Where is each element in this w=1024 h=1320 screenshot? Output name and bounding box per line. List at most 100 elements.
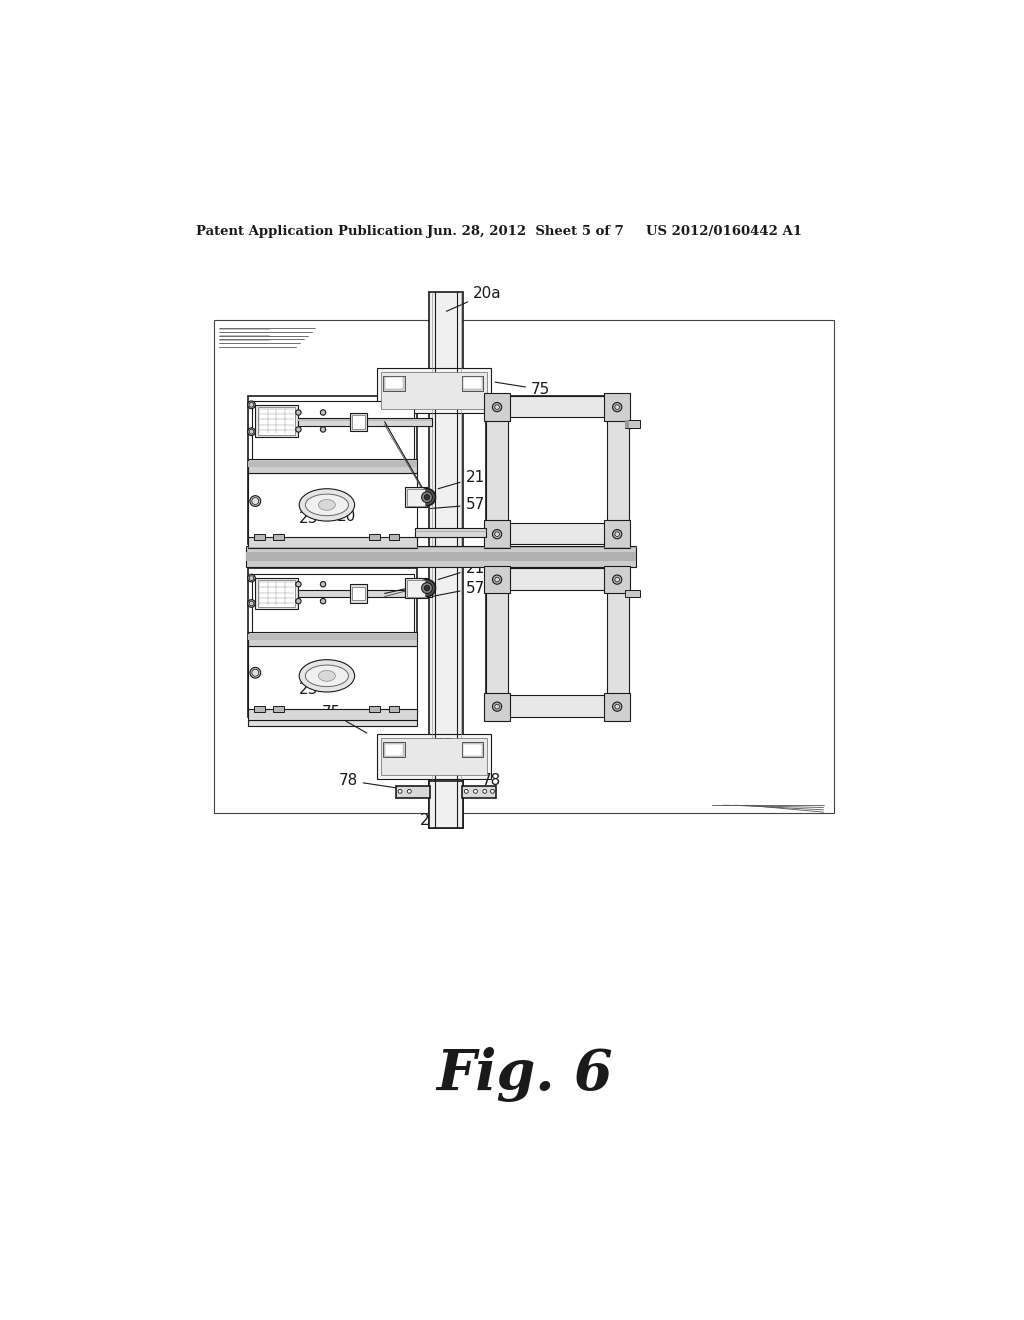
Circle shape [249,576,254,581]
Circle shape [419,579,435,597]
Bar [273,706,284,711]
Bar [607,396,629,544]
Circle shape [495,405,500,409]
Bar [429,292,463,829]
Ellipse shape [299,488,354,521]
Circle shape [252,669,259,676]
Bar [298,418,432,425]
Bar [246,545,637,568]
Circle shape [495,705,500,709]
Bar [377,368,490,412]
Bar [381,738,487,775]
Bar [381,372,487,409]
Bar [248,645,417,714]
Bar [377,734,490,779]
Text: 20: 20 [337,510,356,524]
Bar [407,488,425,506]
Circle shape [424,495,430,500]
Circle shape [614,405,620,409]
Bar [246,552,637,561]
Bar [486,568,508,717]
Text: Jun. 28, 2012  Sheet 5 of 7: Jun. 28, 2012 Sheet 5 of 7 [427,224,624,238]
Circle shape [321,598,326,603]
Text: Patent Application Publication: Patent Application Publication [196,224,423,238]
Circle shape [612,403,622,412]
Bar [484,393,510,421]
Bar [248,719,417,726]
Text: 23: 23 [298,682,317,697]
Bar [604,566,631,594]
Circle shape [493,529,502,539]
Text: 75: 75 [496,381,550,397]
Bar [383,376,404,391]
Circle shape [612,702,622,711]
Bar [486,523,629,544]
Text: 20a: 20a [446,285,502,312]
Bar [248,568,417,717]
Bar [248,461,417,467]
Circle shape [249,403,254,407]
Circle shape [493,403,502,412]
Bar [604,693,631,721]
Bar [388,535,399,540]
Bar [298,418,432,421]
Bar [385,378,403,389]
Circle shape [321,426,326,432]
Bar [254,706,264,711]
Bar [248,537,417,548]
Circle shape [483,789,486,793]
Ellipse shape [305,494,348,516]
Bar [486,568,629,590]
Circle shape [612,576,622,585]
Bar [604,393,631,421]
Bar [625,420,640,428]
Text: Fig. 6: Fig. 6 [436,1047,613,1102]
Circle shape [248,428,255,436]
Circle shape [321,409,326,416]
Bar [370,706,380,711]
Circle shape [249,601,254,606]
Text: 57: 57 [430,581,484,597]
Bar [255,405,298,437]
Bar [429,780,463,829]
Circle shape [614,705,620,709]
Circle shape [252,498,259,504]
Bar [352,586,365,601]
Bar [463,785,497,797]
Text: 57: 57 [430,498,484,512]
Bar [388,706,399,711]
Bar [486,396,508,544]
Bar [463,378,481,389]
Bar [248,459,417,473]
Bar [258,407,295,434]
Bar [396,785,430,797]
Bar [352,414,365,429]
Bar [486,396,629,544]
Bar [407,579,425,597]
Ellipse shape [318,671,336,681]
Bar [486,396,629,417]
Bar [248,632,417,645]
Circle shape [248,574,255,582]
Circle shape [422,582,432,594]
Bar [248,473,417,541]
Circle shape [495,532,500,536]
Bar [370,535,380,540]
Circle shape [296,426,301,432]
Bar [462,742,483,758]
Bar [385,743,403,756]
Ellipse shape [299,660,354,692]
Circle shape [296,582,301,587]
Text: 20b: 20b [420,813,450,828]
Circle shape [321,582,326,587]
Bar [462,376,483,391]
Bar [406,578,427,598]
Text: 78: 78 [339,774,401,788]
Bar [298,590,432,597]
Bar [252,574,414,644]
Circle shape [250,496,261,507]
Bar [258,581,295,607]
Circle shape [473,789,477,793]
Bar [214,321,834,813]
Circle shape [493,576,502,585]
